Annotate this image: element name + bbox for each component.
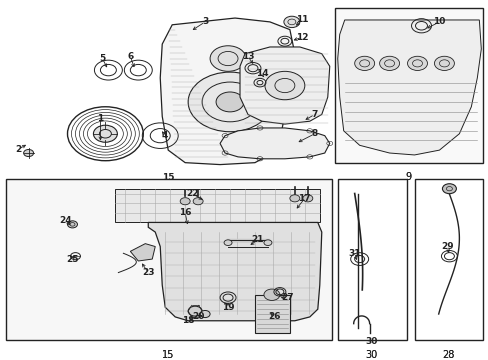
Circle shape bbox=[289, 195, 299, 202]
Circle shape bbox=[264, 71, 304, 100]
Text: 9: 9 bbox=[405, 172, 411, 182]
Text: 9: 9 bbox=[405, 172, 411, 182]
Text: 12: 12 bbox=[295, 33, 307, 42]
Text: 6: 6 bbox=[127, 52, 133, 61]
Text: 15: 15 bbox=[162, 350, 174, 360]
Text: 21: 21 bbox=[251, 235, 264, 244]
Polygon shape bbox=[337, 20, 480, 155]
Text: 26: 26 bbox=[268, 312, 281, 321]
Circle shape bbox=[67, 221, 77, 228]
Circle shape bbox=[433, 56, 453, 71]
Text: 28: 28 bbox=[441, 350, 454, 360]
Polygon shape bbox=[115, 189, 319, 222]
Bar bbox=[6, 179, 331, 340]
Text: 18: 18 bbox=[182, 316, 194, 325]
Bar bbox=[6, 179, 331, 340]
Text: 4: 4 bbox=[162, 131, 168, 140]
Text: 1: 1 bbox=[97, 114, 103, 123]
Circle shape bbox=[407, 56, 427, 71]
Text: 19: 19 bbox=[221, 303, 234, 312]
Text: 20: 20 bbox=[192, 312, 204, 321]
Circle shape bbox=[264, 289, 279, 300]
Circle shape bbox=[442, 184, 455, 194]
Circle shape bbox=[23, 149, 34, 157]
Text: 16: 16 bbox=[179, 208, 191, 217]
Circle shape bbox=[284, 16, 299, 28]
Text: 2: 2 bbox=[16, 145, 22, 154]
Text: 30: 30 bbox=[365, 350, 377, 360]
Text: 27: 27 bbox=[281, 293, 294, 302]
Polygon shape bbox=[130, 244, 155, 261]
Bar bbox=[337, 179, 406, 340]
Text: 24: 24 bbox=[59, 216, 72, 225]
Circle shape bbox=[188, 306, 202, 316]
Text: 15: 15 bbox=[162, 173, 174, 182]
Text: 7: 7 bbox=[311, 110, 317, 119]
Circle shape bbox=[379, 56, 399, 71]
Circle shape bbox=[193, 198, 203, 205]
Circle shape bbox=[302, 195, 312, 202]
Text: 25: 25 bbox=[66, 255, 79, 264]
Text: 28: 28 bbox=[441, 350, 454, 360]
Circle shape bbox=[224, 240, 232, 246]
Text: 23: 23 bbox=[142, 268, 154, 277]
Text: 5: 5 bbox=[99, 54, 105, 63]
Circle shape bbox=[188, 72, 271, 132]
Text: 10: 10 bbox=[432, 17, 445, 26]
Polygon shape bbox=[148, 222, 321, 321]
Text: 29: 29 bbox=[440, 242, 453, 251]
Text: 14: 14 bbox=[255, 69, 268, 78]
Circle shape bbox=[264, 240, 271, 246]
Text: 30: 30 bbox=[365, 350, 377, 360]
Polygon shape bbox=[220, 128, 329, 159]
Bar bbox=[334, 8, 482, 163]
Text: 3: 3 bbox=[202, 17, 208, 26]
Polygon shape bbox=[254, 295, 289, 333]
Circle shape bbox=[93, 125, 117, 142]
Polygon shape bbox=[240, 47, 329, 124]
Circle shape bbox=[354, 56, 374, 71]
Text: 15: 15 bbox=[162, 350, 174, 360]
Text: 13: 13 bbox=[241, 52, 254, 61]
Polygon shape bbox=[160, 18, 294, 165]
Text: 22: 22 bbox=[185, 189, 198, 198]
Text: 8: 8 bbox=[311, 129, 317, 138]
Text: 31: 31 bbox=[348, 249, 360, 258]
Text: 11: 11 bbox=[295, 15, 307, 24]
Circle shape bbox=[210, 46, 245, 71]
Bar bbox=[414, 179, 482, 340]
Circle shape bbox=[216, 92, 244, 112]
Text: 30: 30 bbox=[365, 337, 377, 346]
Text: 17: 17 bbox=[298, 194, 310, 203]
Circle shape bbox=[180, 198, 190, 205]
Bar bbox=[334, 8, 482, 163]
Circle shape bbox=[200, 310, 210, 318]
